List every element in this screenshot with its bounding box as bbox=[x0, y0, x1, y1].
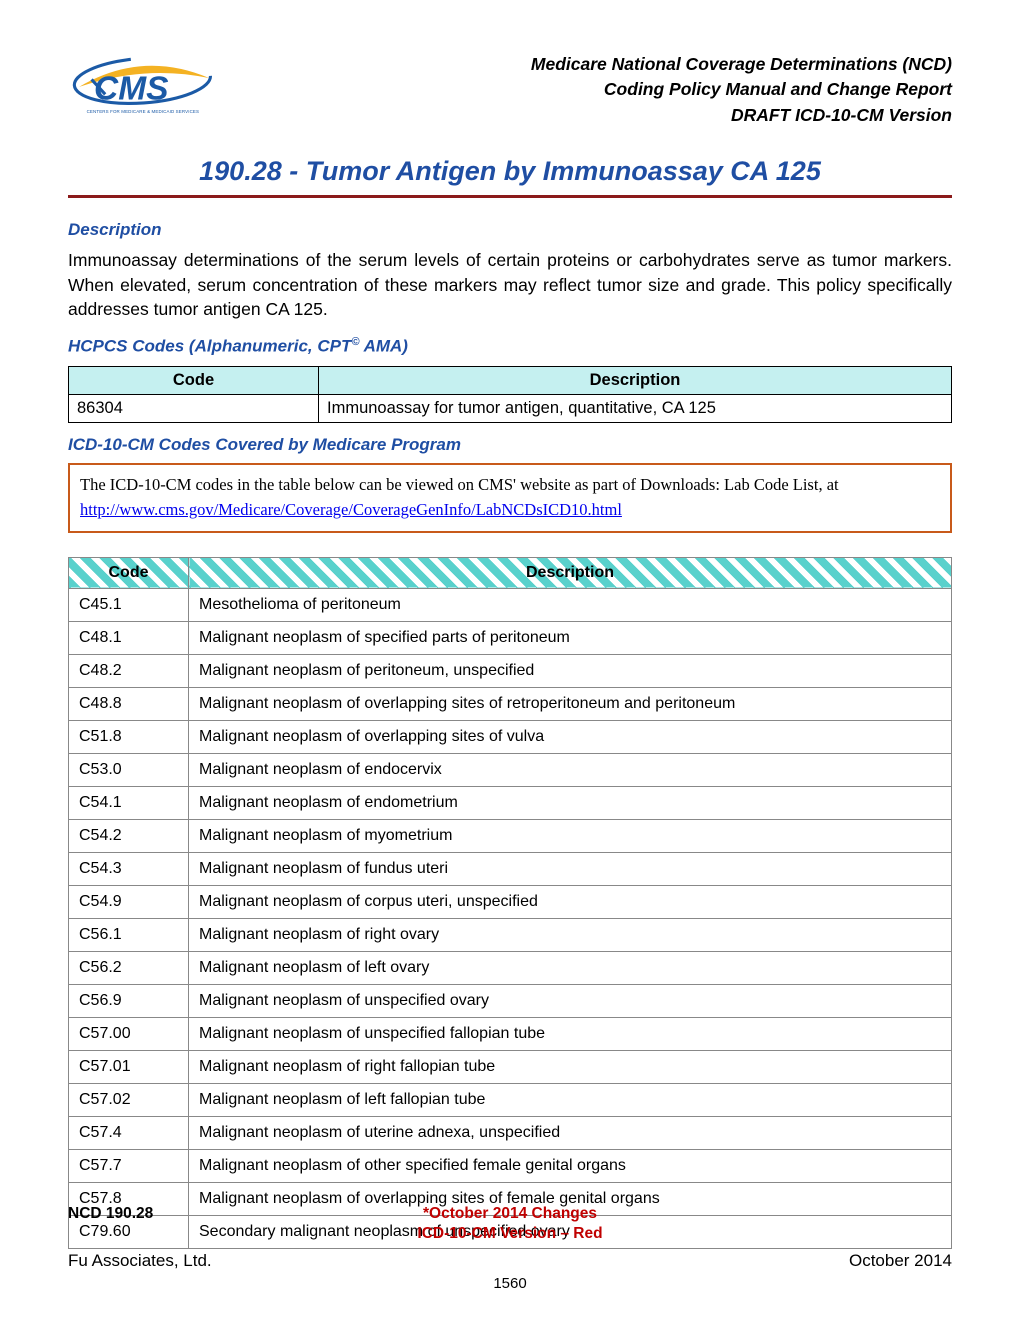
table-row: C53.0Malignant neoplasm of endocervix bbox=[69, 753, 952, 786]
icd-col-code: Code bbox=[69, 557, 189, 588]
header-line-3: DRAFT ICD-10-CM Version bbox=[248, 103, 952, 128]
icd-desc-cell: Malignant neoplasm of other specified fe… bbox=[189, 1149, 952, 1182]
icd-code-cell: C54.2 bbox=[69, 819, 189, 852]
hcpcs-col-code: Code bbox=[69, 367, 319, 395]
table-row: C57.02Malignant neoplasm of left fallopi… bbox=[69, 1083, 952, 1116]
header-text: Medicare National Coverage Determination… bbox=[248, 50, 952, 128]
table-row: C56.9Malignant neoplasm of unspecified o… bbox=[69, 984, 952, 1017]
footer-page: 1560 bbox=[68, 1275, 952, 1292]
cms-logo-icon: CMS CENTERS FOR MEDICARE & MEDICAID SERV… bbox=[68, 50, 223, 120]
table-row: C56.1Malignant neoplasm of right ovary bbox=[69, 918, 952, 951]
icd-desc-cell: Malignant neoplasm of specified parts of… bbox=[189, 621, 952, 654]
icd-col-desc: Description bbox=[189, 557, 952, 588]
icd-code-cell: C54.3 bbox=[69, 852, 189, 885]
header-row: CMS CENTERS FOR MEDICARE & MEDICAID SERV… bbox=[68, 50, 952, 128]
page: CMS CENTERS FOR MEDICARE & MEDICAID SERV… bbox=[0, 0, 1020, 1320]
hcpcs-table: Code Description 86304Immunoassay for tu… bbox=[68, 366, 952, 423]
table-row: C48.2Malignant neoplasm of peritoneum, u… bbox=[69, 654, 952, 687]
footer-date: October 2014 bbox=[849, 1251, 952, 1271]
icd-desc-cell: Malignant neoplasm of myometrium bbox=[189, 819, 952, 852]
icd-code-cell: C48.1 bbox=[69, 621, 189, 654]
table-row: C54.9Malignant neoplasm of corpus uteri,… bbox=[69, 885, 952, 918]
icd-code-cell: C56.1 bbox=[69, 918, 189, 951]
icd-code-cell: C57.4 bbox=[69, 1116, 189, 1149]
header-line-1: Medicare National Coverage Determination… bbox=[248, 52, 952, 77]
table-row: C57.7Malignant neoplasm of other specifi… bbox=[69, 1149, 952, 1182]
hcpcs-desc-cell: Immunoassay for tumor antigen, quantitat… bbox=[319, 395, 952, 423]
icd-code-cell: C56.2 bbox=[69, 951, 189, 984]
icd-heading: ICD-10-CM Codes Covered by Medicare Prog… bbox=[68, 435, 952, 455]
hcpcs-heading: HCPCS Codes (Alphanumeric, CPT© AMA) bbox=[68, 336, 952, 357]
icd-desc-cell: Malignant neoplasm of uterine adnexa, un… bbox=[189, 1116, 952, 1149]
table-row: C54.3Malignant neoplasm of fundus uteri bbox=[69, 852, 952, 885]
icd-code-cell: C57.00 bbox=[69, 1017, 189, 1050]
icd-desc-cell: Malignant neoplasm of peritoneum, unspec… bbox=[189, 654, 952, 687]
icd-desc-cell: Malignant neoplasm of overlapping sites … bbox=[189, 720, 952, 753]
icd-desc-cell: Malignant neoplasm of endocervix bbox=[189, 753, 952, 786]
icd-table: Code Description C45.1Mesothelioma of pe… bbox=[68, 557, 952, 1249]
note-box: The ICD-10-CM codes in the table below c… bbox=[68, 463, 952, 533]
footer-changes-text: October 2014 Changes bbox=[429, 1205, 597, 1222]
description-heading: Description bbox=[68, 220, 952, 240]
title-underline bbox=[68, 195, 952, 198]
icd-desc-cell: Malignant neoplasm of right fallopian tu… bbox=[189, 1050, 952, 1083]
icd-desc-cell: Malignant neoplasm of left fallopian tub… bbox=[189, 1083, 952, 1116]
icd-desc-cell: Mesothelioma of peritoneum bbox=[189, 588, 952, 621]
footer: NCD 190.28 *October 2014 Changes ICD-10-… bbox=[68, 1205, 952, 1292]
svg-text:CENTERS FOR MEDICARE & MEDICAI: CENTERS FOR MEDICARE & MEDICAID SERVICES bbox=[87, 109, 200, 114]
header-line-2: Coding Policy Manual and Change Report bbox=[248, 77, 952, 102]
table-row: C57.00Malignant neoplasm of unspecified … bbox=[69, 1017, 952, 1050]
icd-desc-cell: Malignant neoplasm of corpus uteri, unsp… bbox=[189, 885, 952, 918]
icd-desc-cell: Malignant neoplasm of unspecified fallop… bbox=[189, 1017, 952, 1050]
icd-desc-cell: Malignant neoplasm of unspecified ovary bbox=[189, 984, 952, 1017]
note-text: The ICD-10-CM codes in the table below c… bbox=[80, 475, 839, 494]
icd-header-row: Code Description bbox=[69, 557, 952, 588]
description-body: Immunoassay determinations of the serum … bbox=[68, 248, 952, 322]
icd-code-cell: C45.1 bbox=[69, 588, 189, 621]
table-row: C57.4Malignant neoplasm of uterine adnex… bbox=[69, 1116, 952, 1149]
table-row: C45.1Mesothelioma of peritoneum bbox=[69, 588, 952, 621]
table-row: 86304Immunoassay for tumor antigen, quan… bbox=[69, 395, 952, 423]
table-row: C51.8Malignant neoplasm of overlapping s… bbox=[69, 720, 952, 753]
cms-logo: CMS CENTERS FOR MEDICARE & MEDICAID SERV… bbox=[68, 50, 248, 125]
icd-code-cell: C48.2 bbox=[69, 654, 189, 687]
icd-code-cell: C48.8 bbox=[69, 687, 189, 720]
footer-ncd: NCD 190.28 bbox=[68, 1205, 363, 1223]
footer-version: ICD-10-CM Version – Red bbox=[68, 1225, 952, 1243]
icd-code-cell: C54.1 bbox=[69, 786, 189, 819]
hcpcs-heading-prefix: HCPCS Codes (Alphanumeric, CPT bbox=[68, 336, 351, 355]
icd-desc-cell: Malignant neoplasm of fundus uteri bbox=[189, 852, 952, 885]
hcpcs-code-cell: 86304 bbox=[69, 395, 319, 423]
icd-code-cell: C54.9 bbox=[69, 885, 189, 918]
table-row: C48.8Malignant neoplasm of overlapping s… bbox=[69, 687, 952, 720]
icd-code-cell: C53.0 bbox=[69, 753, 189, 786]
icd-code-cell: C51.8 bbox=[69, 720, 189, 753]
icd-code-cell: C57.01 bbox=[69, 1050, 189, 1083]
icd-code-cell: C57.02 bbox=[69, 1083, 189, 1116]
footer-row-1: NCD 190.28 *October 2014 Changes bbox=[68, 1205, 952, 1223]
table-row: C56.2Malignant neoplasm of left ovary bbox=[69, 951, 952, 984]
footer-company: Fu Associates, Ltd. bbox=[68, 1251, 849, 1271]
svg-text:CMS: CMS bbox=[94, 70, 168, 107]
hcpcs-heading-suffix: AMA) bbox=[359, 336, 407, 355]
icd-desc-cell: Malignant neoplasm of right ovary bbox=[189, 918, 952, 951]
footer-changes: *October 2014 Changes bbox=[363, 1205, 658, 1223]
table-row: C57.01Malignant neoplasm of right fallop… bbox=[69, 1050, 952, 1083]
icd-desc-cell: Malignant neoplasm of overlapping sites … bbox=[189, 687, 952, 720]
table-row: C48.1Malignant neoplasm of specified par… bbox=[69, 621, 952, 654]
hcpcs-col-desc: Description bbox=[319, 367, 952, 395]
icd-desc-cell: Malignant neoplasm of endometrium bbox=[189, 786, 952, 819]
table-row: C54.2Malignant neoplasm of myometrium bbox=[69, 819, 952, 852]
footer-row-3: Fu Associates, Ltd. October 2014 bbox=[68, 1251, 952, 1271]
icd-code-cell: C57.7 bbox=[69, 1149, 189, 1182]
icd-code-cell: C56.9 bbox=[69, 984, 189, 1017]
page-title: 190.28 - Tumor Antigen by Immunoassay CA… bbox=[68, 156, 952, 187]
note-link[interactable]: http://www.cms.gov/Medicare/Coverage/Cov… bbox=[80, 500, 622, 519]
icd-desc-cell: Malignant neoplasm of left ovary bbox=[189, 951, 952, 984]
hcpcs-header-row: Code Description bbox=[69, 367, 952, 395]
table-row: C54.1Malignant neoplasm of endometrium bbox=[69, 786, 952, 819]
